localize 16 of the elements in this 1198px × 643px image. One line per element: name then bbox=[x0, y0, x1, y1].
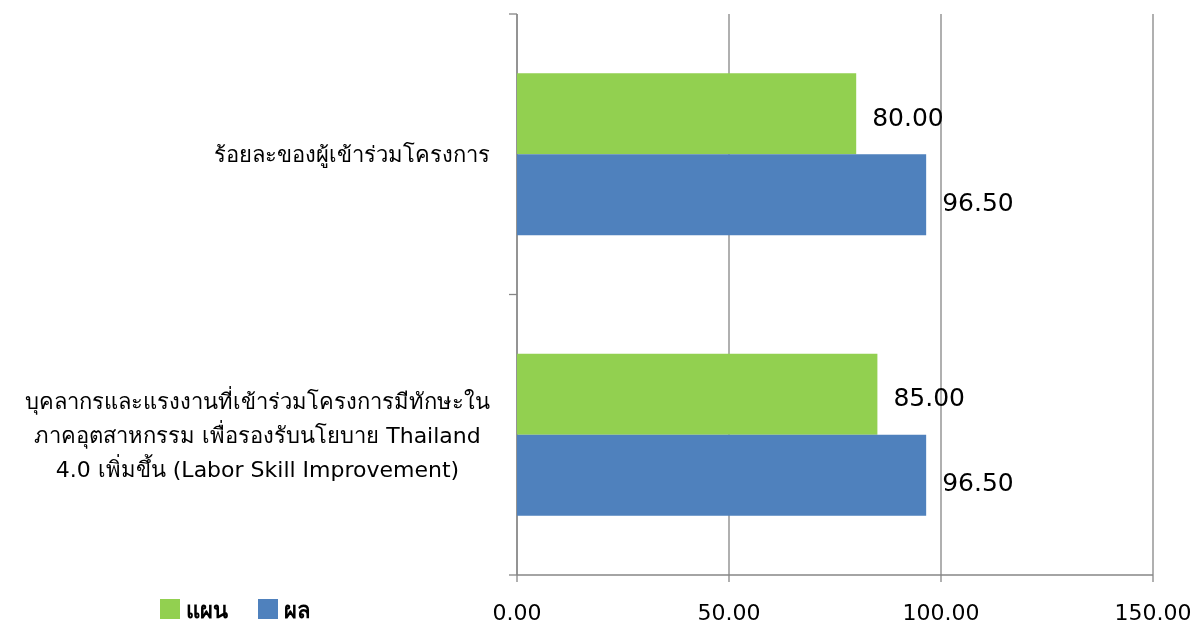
x-tick-label: 0.00 bbox=[492, 600, 542, 625]
x-tick-label: 150.00 bbox=[1114, 600, 1192, 625]
x-tick-label: 100.00 bbox=[902, 600, 980, 625]
data-label: 80.00 bbox=[872, 102, 944, 132]
x-tick-label: 50.00 bbox=[697, 600, 761, 625]
bar bbox=[517, 154, 927, 236]
bar bbox=[517, 73, 857, 155]
legend-label: ผล bbox=[284, 598, 310, 623]
data-label: 96.50 bbox=[942, 468, 1014, 498]
y-tick-label: บุคลากรและแรงงานที่เข้าร่วมโครงการมีทักษะใน ภาคอุตสาหกรรม เพื่อรองรับนโยบาย Thailand 4.0 เพิ่มขึ้น (Labor Skill Improvement) bbox=[25, 385, 490, 482]
data-label: 96.50 bbox=[942, 187, 1014, 217]
data-label: 85.00 bbox=[893, 383, 965, 413]
bar bbox=[517, 353, 878, 435]
legend-label: แผน bbox=[186, 598, 228, 623]
bar bbox=[517, 434, 927, 516]
y-tick-label: ร้อยละของผู้เข้าร่วมโครงการ bbox=[214, 142, 490, 169]
